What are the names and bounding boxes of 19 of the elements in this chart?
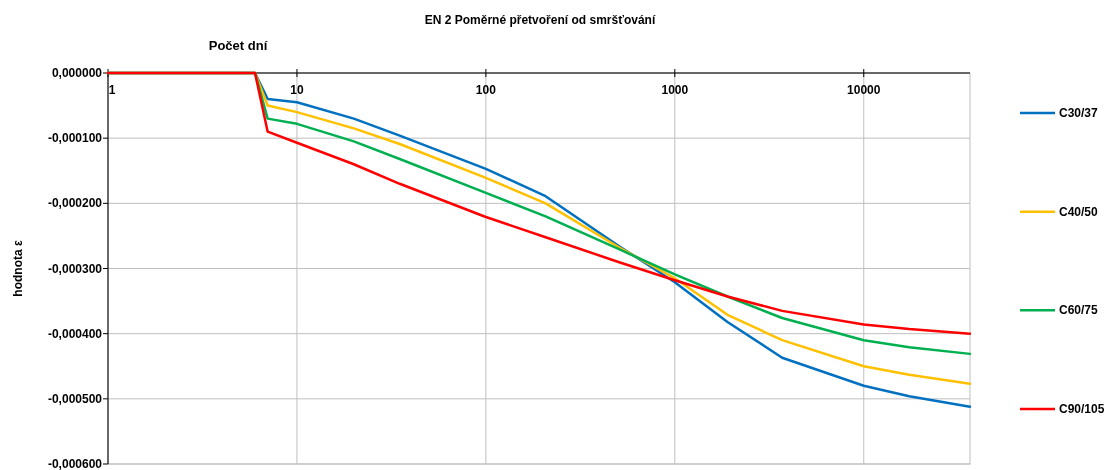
x-tick-label: 1 bbox=[108, 83, 116, 97]
y-tick-label: -0,000100 bbox=[47, 131, 103, 146]
y-tick-label: -0,000500 bbox=[47, 391, 103, 406]
y-tick-label: 0,000000 bbox=[51, 66, 103, 80]
x-tick-label: 10000 bbox=[847, 83, 881, 97]
x-tick-label: 100 bbox=[475, 83, 497, 97]
legend-label: C40/50 bbox=[1059, 204, 1099, 219]
y-tick-label: -0,000300 bbox=[47, 261, 103, 276]
y-tick-label: -0,000200 bbox=[47, 196, 103, 211]
y-tick-label: -0,000600 bbox=[47, 457, 103, 470]
x-tick-label: 10 bbox=[290, 83, 304, 97]
y-axis-title: hodnota ε bbox=[11, 240, 25, 297]
legend-label: C90/105 bbox=[1059, 402, 1105, 416]
x-axis-title: Počet dní bbox=[208, 38, 268, 53]
x-tick-label: 1000 bbox=[661, 83, 689, 97]
legend-label: C30/37 bbox=[1059, 106, 1099, 120]
legend-label: C60/75 bbox=[1059, 303, 1099, 318]
chart-title: EN 2 Poměrné přetvoření od smršťování bbox=[424, 13, 656, 27]
y-tick-label: -0,000400 bbox=[47, 326, 103, 341]
